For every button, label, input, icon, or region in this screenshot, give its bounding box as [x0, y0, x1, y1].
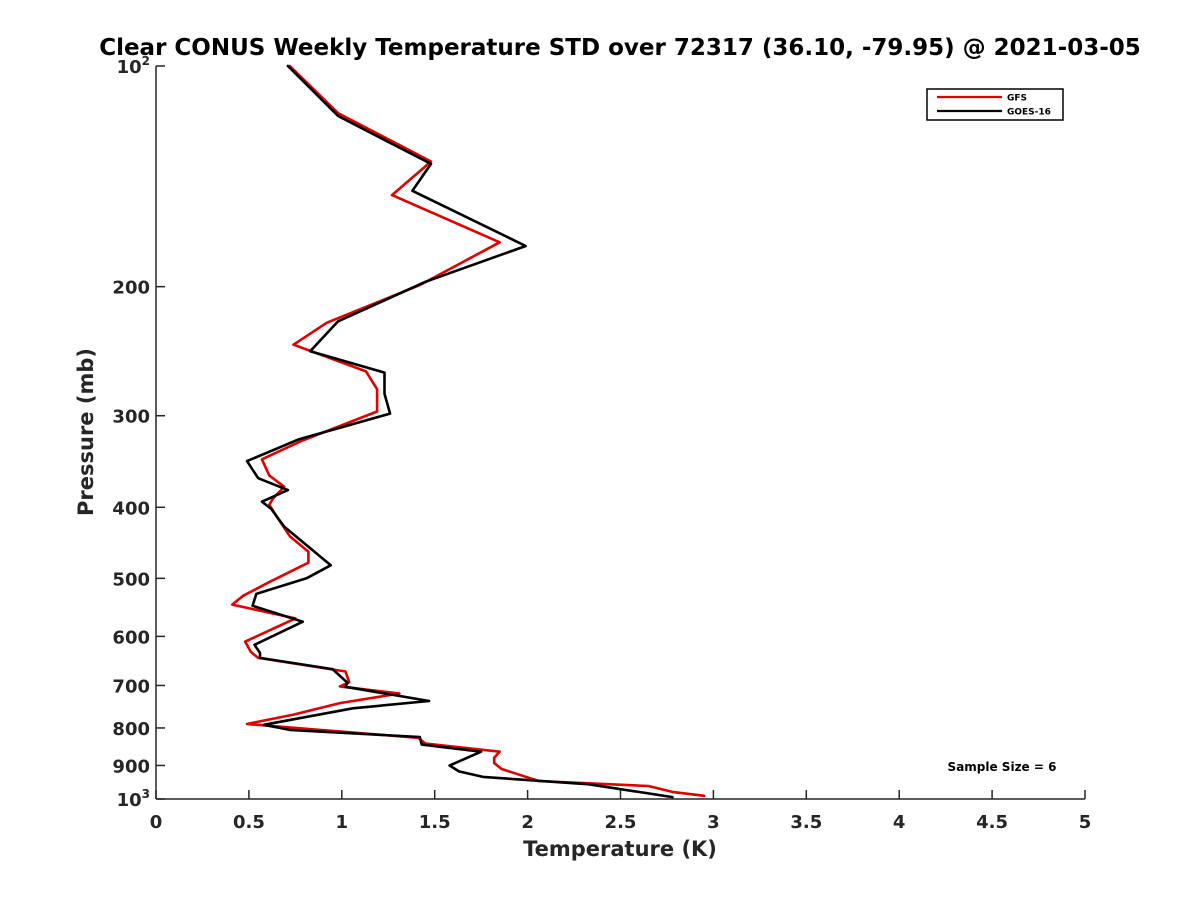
sample-size-annotation: Sample Size = 6: [948, 760, 1057, 774]
y-tick-label: 103: [117, 787, 150, 811]
y-tick-exponent: 2: [142, 54, 150, 68]
y-tick-base: 10: [117, 57, 142, 78]
y-tick-label: 700: [112, 676, 150, 697]
x-tick-label: 1.5: [419, 812, 451, 833]
series-line-goes-16: [245, 64, 674, 799]
series-lines: [230, 64, 706, 799]
series-line-gfs: [230, 64, 706, 798]
legend-label-gfs: GFS: [1007, 94, 1027, 104]
x-tick-label: 1: [336, 812, 349, 833]
y-tick-label: 102: [117, 54, 150, 78]
y-tick-label: 400: [112, 498, 150, 519]
x-tick-label: 3: [707, 812, 720, 833]
x-tick-label: 2: [521, 812, 534, 833]
axes: 0 0.5 1 1.5 2 2.5 3 3.5 4 4.5 51022003004005006007…: [112, 54, 1091, 833]
y-tick-base: 10: [117, 790, 142, 811]
x-tick-label: 4: [893, 812, 906, 833]
y-tick-label: 500: [112, 569, 150, 590]
y-tick-label: 900: [112, 756, 150, 777]
x-tick-label: 4.5: [976, 812, 1008, 833]
legend-label-goes-16: GOES-16: [1007, 108, 1051, 118]
x-axis-label: Temperature (K): [523, 837, 717, 861]
y-tick-label: 800: [112, 719, 150, 740]
x-tick-label: 0.5: [233, 812, 265, 833]
x-tick-label: 2.5: [605, 812, 637, 833]
y-tick-label: 600: [112, 627, 150, 648]
x-tick-label: 5: [1079, 812, 1092, 833]
x-tick-label: 3.5: [790, 812, 822, 833]
legend-box: [926, 88, 1064, 121]
legend: GFS GOES-16: [926, 88, 1064, 121]
chart-title: Clear CONUS Weekly Temperature STD over …: [99, 35, 1141, 61]
y-tick-label: 300: [112, 407, 150, 428]
y-tick-exponent: 3: [142, 787, 150, 801]
x-tick-label: 0: [150, 812, 163, 833]
y-tick-label: 200: [112, 278, 150, 299]
y-axis-label: Pressure (mb): [74, 348, 98, 516]
